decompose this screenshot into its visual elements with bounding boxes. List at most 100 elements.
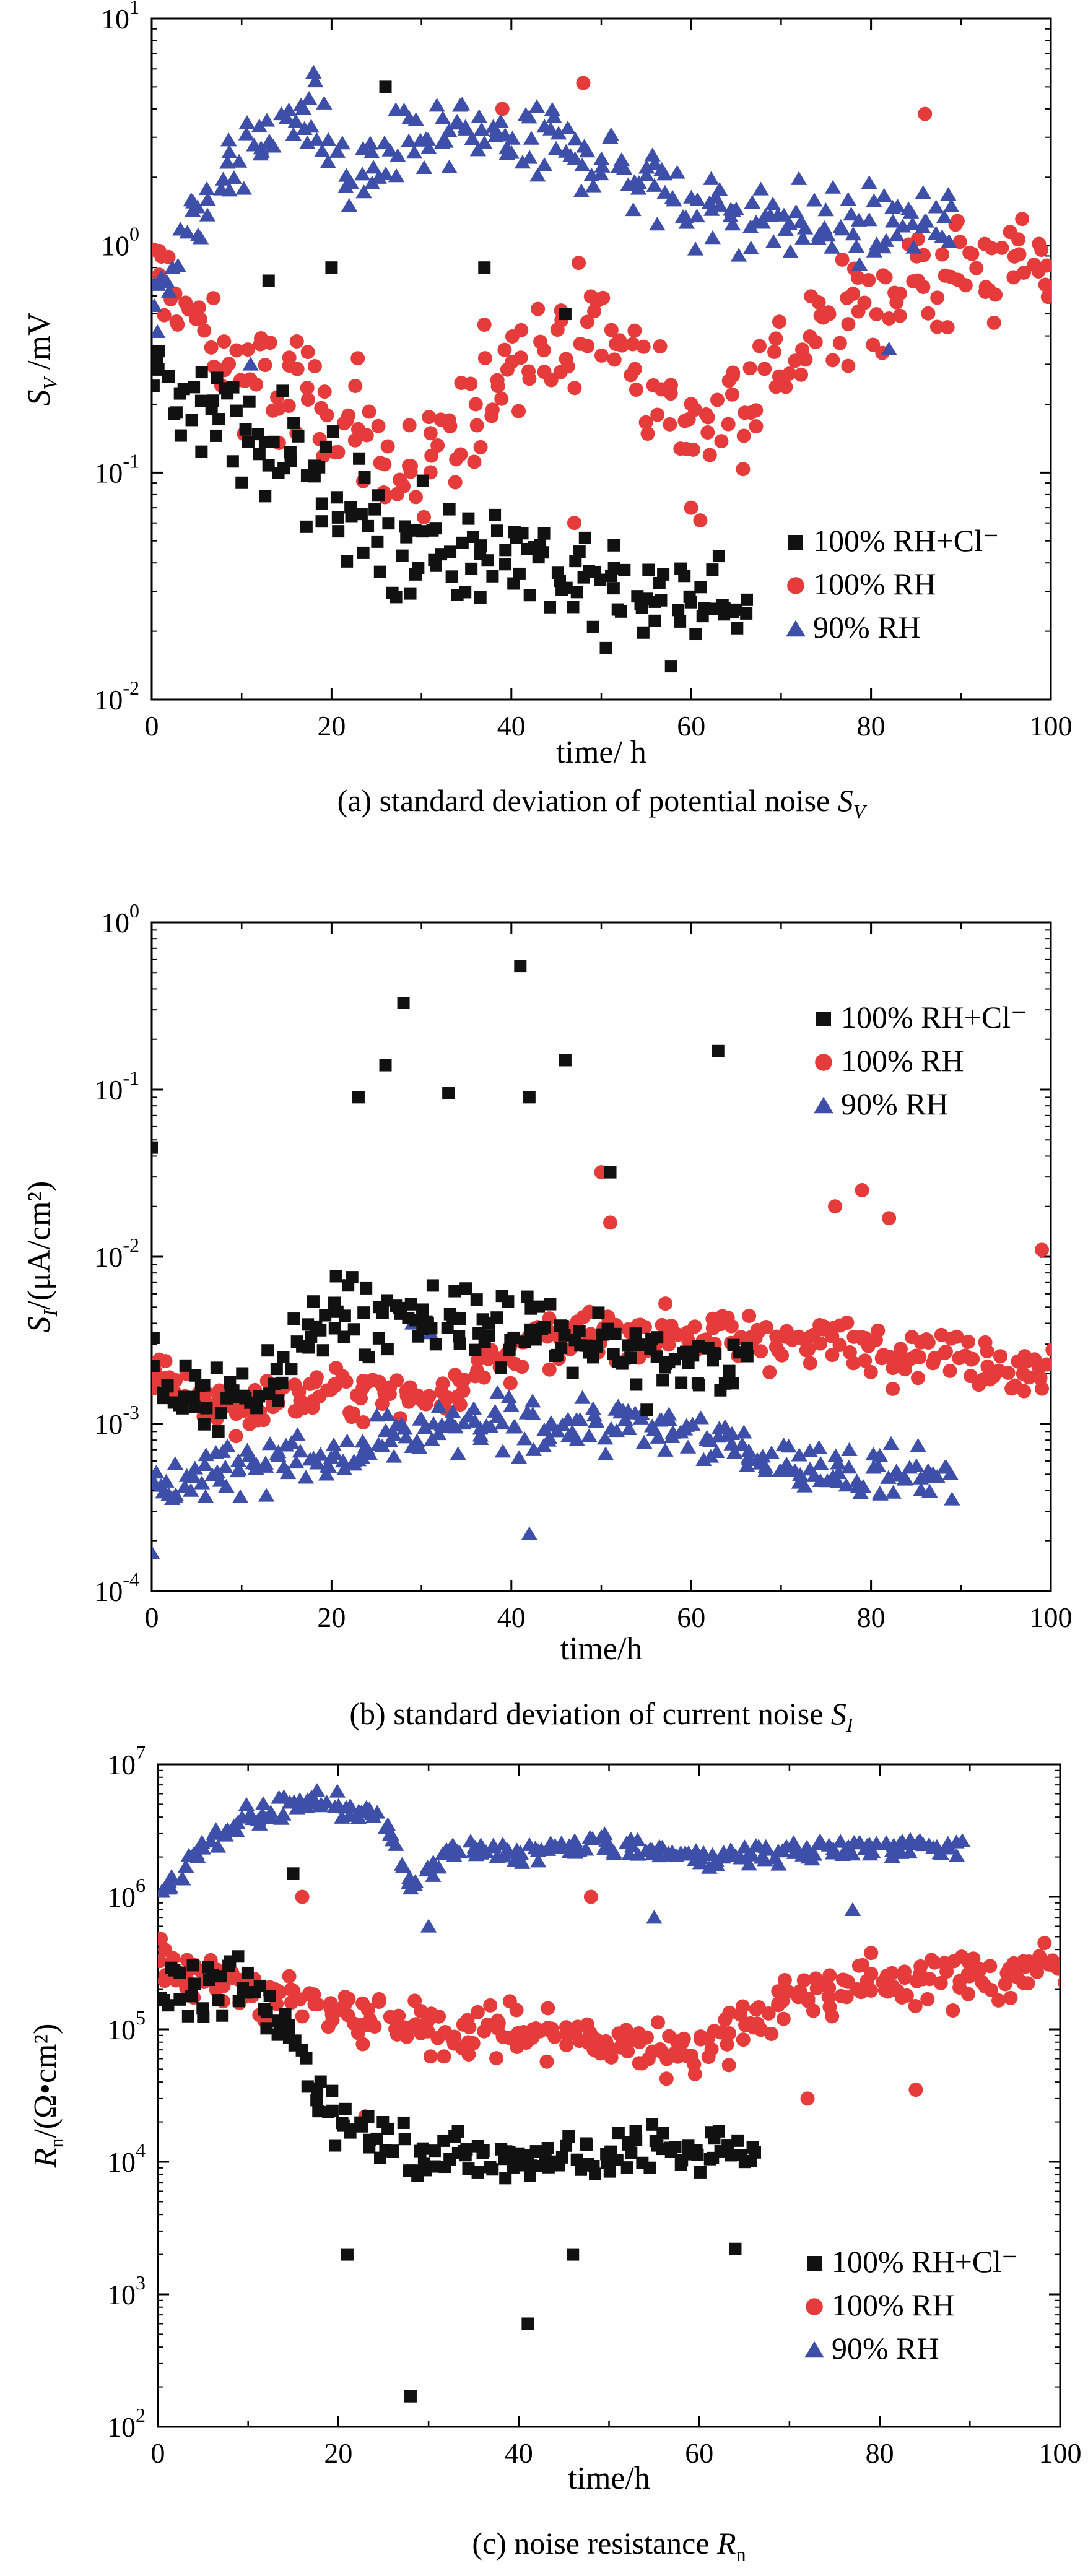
data-point (712, 197, 728, 212)
data-point (663, 378, 678, 392)
data-point (357, 1306, 370, 1319)
data-point (270, 1363, 283, 1376)
data-point (210, 429, 223, 442)
data-point (456, 1384, 471, 1399)
data-point (599, 641, 612, 654)
data-point (341, 175, 358, 189)
data-point (528, 2021, 543, 2036)
data-point (857, 295, 872, 310)
data-point (742, 240, 759, 254)
data-point (197, 323, 212, 338)
data-point (740, 593, 753, 606)
data-point (339, 1433, 355, 1447)
data-point (762, 1365, 777, 1380)
data-point (635, 1434, 653, 1449)
data-point (510, 1450, 528, 1464)
data-point (307, 73, 324, 88)
data-point (419, 132, 437, 146)
y-axis-subscript: I (39, 1309, 61, 1317)
data-point (219, 1438, 236, 1452)
y-tick-label: 10-1 (94, 449, 139, 488)
data-point (809, 1981, 824, 1996)
data-point (218, 1478, 235, 1493)
data-point (801, 1342, 816, 1357)
data-point (261, 1436, 279, 1451)
x-tick-label: 40 (497, 710, 526, 742)
data-point (722, 2026, 737, 2040)
data-point (894, 1342, 908, 1356)
data-point (396, 549, 409, 562)
data-point (166, 1488, 183, 1503)
data-point (453, 1312, 466, 1325)
data-point (1051, 1961, 1060, 1976)
data-point (849, 1982, 864, 1997)
y-tick-label: 106 (107, 1874, 146, 1913)
data-point (806, 1847, 823, 1861)
data-point (764, 2027, 779, 2042)
data-point (822, 306, 837, 321)
data-point (456, 1373, 471, 1387)
data-point (910, 1438, 926, 1452)
data-point (448, 475, 463, 490)
figure-caption: (c) noise resistance Rn (472, 2526, 746, 2565)
data-point-outlier (478, 261, 491, 274)
data-point (350, 351, 365, 366)
data-point-outlier (514, 960, 527, 973)
data-point (211, 371, 224, 384)
data-point (664, 660, 677, 673)
data-point (321, 1459, 337, 1473)
data-point (486, 2163, 499, 2176)
data-point (502, 1295, 515, 1308)
data-point (594, 348, 609, 363)
data-point (380, 1817, 396, 1831)
data-point (373, 565, 386, 578)
data-point (287, 1312, 300, 1325)
data-point (573, 545, 586, 558)
data-point-outlier (523, 1091, 536, 1104)
data-point (302, 1986, 317, 2001)
y-axis-label: Rn/(Ω•cm²) (28, 2024, 67, 2169)
data-point (416, 525, 429, 538)
data-point (931, 1845, 948, 1860)
legend: 100% RH+Cl⁻ 100% RH 90% RH (814, 1000, 1027, 1121)
data-point (362, 2110, 375, 2123)
data-point-outlier (325, 261, 338, 274)
data-point (385, 1427, 403, 1441)
data-point (825, 353, 840, 368)
data-point (230, 154, 248, 168)
data-point (236, 1367, 249, 1380)
data-point (214, 1970, 227, 1983)
y-tick-base: 10 (101, 907, 129, 939)
data-point (281, 102, 297, 116)
y-tick-label: 10-4 (94, 1568, 139, 1607)
y-tick-label: 10-1 (94, 1067, 139, 1106)
data-point (882, 1436, 900, 1450)
data-point (752, 339, 767, 353)
data-point (792, 1467, 809, 1481)
data-point (313, 143, 331, 157)
data-point (757, 1459, 774, 1473)
data-point (212, 413, 225, 426)
chart-panel-3: 0 20 40 60 80 100102103104105106107time/hRn/(… (28, 1741, 1082, 2565)
data-point (489, 1385, 506, 1399)
data-point (308, 132, 325, 146)
data-point (933, 1975, 948, 1990)
data-point (666, 193, 682, 207)
caption-subscript: I (846, 1714, 854, 1736)
data-point (194, 394, 207, 407)
data-point (490, 1311, 503, 1324)
data-point (317, 384, 332, 399)
data-point (357, 546, 370, 559)
data-point (310, 2094, 323, 2107)
x-tick-label: 40 (497, 1602, 526, 1633)
data-point (200, 1402, 213, 1415)
data-point (181, 2010, 194, 2023)
data-point (214, 1407, 227, 1420)
data-point (646, 2118, 659, 2131)
data-point-outlier (882, 1211, 897, 1226)
data-point (607, 539, 620, 552)
data-point (736, 462, 751, 477)
data-point (542, 1362, 557, 1377)
data-point-outlier (646, 1910, 663, 1924)
y-tick-exponent: 1 (129, 0, 139, 18)
